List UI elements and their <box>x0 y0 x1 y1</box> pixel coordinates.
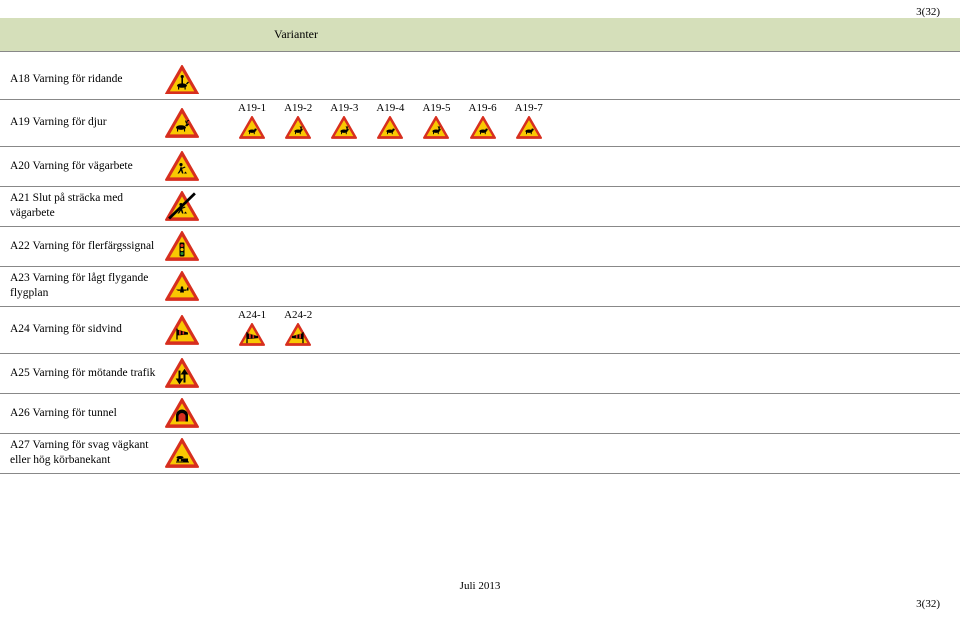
variants-cell <box>204 411 960 416</box>
table-row: A21 Slut på sträcka med vägarbete <box>0 187 960 227</box>
warning-sign-icon <box>160 191 204 221</box>
row-label: A27 Varning för svag vägkant eller hög k… <box>0 434 160 472</box>
row-label: A18 Varning för ridande <box>0 68 160 91</box>
warning-sign-icon <box>160 108 204 138</box>
table-row: A25 Varning för mötande trafik <box>0 354 960 394</box>
table-row: A18 Varning för ridande <box>0 60 960 100</box>
warning-sign-icon <box>285 323 311 350</box>
table-row: A22 Varning för flerfärgssignal <box>0 227 960 267</box>
table-row: A19 Varning för djur A19-1 A19-2 <box>0 100 960 147</box>
variant-item: A19-6 <box>469 102 497 143</box>
warning-sign-icon <box>160 151 204 181</box>
footer-page: 3(32) <box>916 598 940 610</box>
warning-sign-icon <box>423 116 449 143</box>
warning-sign-icon <box>239 323 265 350</box>
table-row: A20 Varning för vägarbete <box>0 147 960 187</box>
variant-code: A19-3 <box>330 102 358 114</box>
variant-item: A24-1 <box>238 309 266 350</box>
warning-sign-icon <box>285 116 311 143</box>
variant-item: A19-5 <box>422 102 450 143</box>
variants-cell: A24-1 A24-2 <box>204 307 960 353</box>
warning-sign-icon <box>160 315 204 345</box>
row-label: A21 Slut på sträcka med vägarbete <box>0 187 160 225</box>
variant-code: A24-1 <box>238 309 266 321</box>
variant-item: A19-7 <box>515 102 543 143</box>
variant-code: A19-4 <box>376 102 404 114</box>
variant-item: A24-2 <box>284 309 312 350</box>
variants-cell <box>204 451 960 456</box>
variants-cell <box>204 244 960 249</box>
warning-sign-icon <box>516 116 542 143</box>
variants-cell <box>204 284 960 289</box>
variant-code: A19-1 <box>238 102 266 114</box>
table-row: A27 Varning för svag vägkant eller hög k… <box>0 434 960 474</box>
variants-cell <box>204 77 960 82</box>
variant-code: A19-2 <box>284 102 312 114</box>
row-label: A23 Varning för lågt flygande flygplan <box>0 267 160 305</box>
footer-date: Juli 2013 <box>0 580 960 592</box>
warning-sign-icon <box>160 271 204 301</box>
variants-cell <box>204 371 960 376</box>
warning-sign-icon <box>160 438 204 468</box>
row-label: A24 Varning för sidvind <box>0 318 160 341</box>
variants-cell <box>204 164 960 169</box>
warning-sign-icon <box>160 231 204 261</box>
row-label: A20 Varning för vägarbete <box>0 155 160 178</box>
table-row: A26 Varning för tunnel <box>0 394 960 434</box>
variant-code: A19-5 <box>422 102 450 114</box>
table-row: A24 Varning för sidvind A24-1 A24-2 <box>0 307 960 354</box>
variant-item: A19-2 <box>284 102 312 143</box>
row-label: A19 Varning för djur <box>0 111 160 134</box>
row-label: A25 Varning för mötande trafik <box>0 362 160 385</box>
row-label: A26 Varning för tunnel <box>0 402 160 425</box>
warning-sign-icon <box>239 116 265 143</box>
page-number-top: 3(32) <box>916 6 940 18</box>
variant-item: A19-3 <box>330 102 358 143</box>
warning-sign-icon <box>160 65 204 95</box>
header-band: Varianter <box>0 18 960 52</box>
table-row: A23 Varning för lågt flygande flygplan <box>0 267 960 307</box>
variant-code: A19-6 <box>469 102 497 114</box>
warning-sign-icon <box>331 116 357 143</box>
variants-cell <box>204 204 960 209</box>
content-table: A18 Varning för ridande A19 Varning för … <box>0 60 960 474</box>
variant-item: A19-4 <box>376 102 404 143</box>
warning-sign-icon <box>160 358 204 388</box>
row-label: A22 Varning för flerfärgssignal <box>0 235 160 258</box>
variants-cell: A19-1 A19-2 A19-3 <box>204 100 960 146</box>
warning-sign-icon <box>470 116 496 143</box>
variant-item: A19-1 <box>238 102 266 143</box>
variant-code: A19-7 <box>515 102 543 114</box>
variant-code: A24-2 <box>284 309 312 321</box>
warning-sign-icon <box>377 116 403 143</box>
header-title: Varianter <box>270 27 318 42</box>
warning-sign-icon <box>160 398 204 428</box>
